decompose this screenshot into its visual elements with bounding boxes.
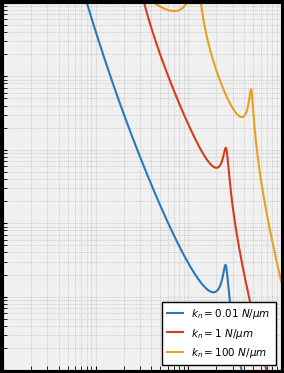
Line: $k_n = 100\ N/\mu m$: $k_n = 100\ N/\mu m$	[3, 0, 281, 282]
Line: $k_n = 1\ N/\mu m$: $k_n = 1\ N/\mu m$	[3, 0, 281, 373]
$k_n = 0.01\ N/\mu m$	[108, 70, 111, 75]
$k_n = 0.01\ N/\mu m$	[230, 314, 233, 319]
$k_n = 0.01\ N/\mu m$	[168, 225, 172, 229]
$k_n = 1\ N/\mu m$	[168, 78, 172, 82]
$k_n = 100\ N/\mu m$	[168, 8, 172, 13]
$k_n = 100\ N/\mu m$	[279, 279, 283, 284]
Legend: $k_n = 0.01\ N/\mu m$, $k_n = 1\ N/\mu m$, $k_n = 100\ N/\mu m$: $k_n = 0.01\ N/\mu m$, $k_n = 1\ N/\mu m…	[162, 302, 276, 365]
$k_n = 0.01\ N/\mu m$	[209, 289, 212, 294]
Line: $k_n = 0.01\ N/\mu m$: $k_n = 0.01\ N/\mu m$	[3, 0, 281, 373]
$k_n = 100\ N/\mu m$	[182, 4, 186, 9]
$k_n = 1\ N/\mu m$	[230, 197, 233, 201]
$k_n = 1\ N/\mu m$	[182, 112, 186, 117]
$k_n = 100\ N/\mu m$	[230, 104, 233, 109]
$k_n = 0.01\ N/\mu m$	[182, 253, 186, 257]
$k_n = 100\ N/\mu m$	[209, 49, 212, 54]
$k_n = 1\ N/\mu m$	[209, 162, 212, 166]
